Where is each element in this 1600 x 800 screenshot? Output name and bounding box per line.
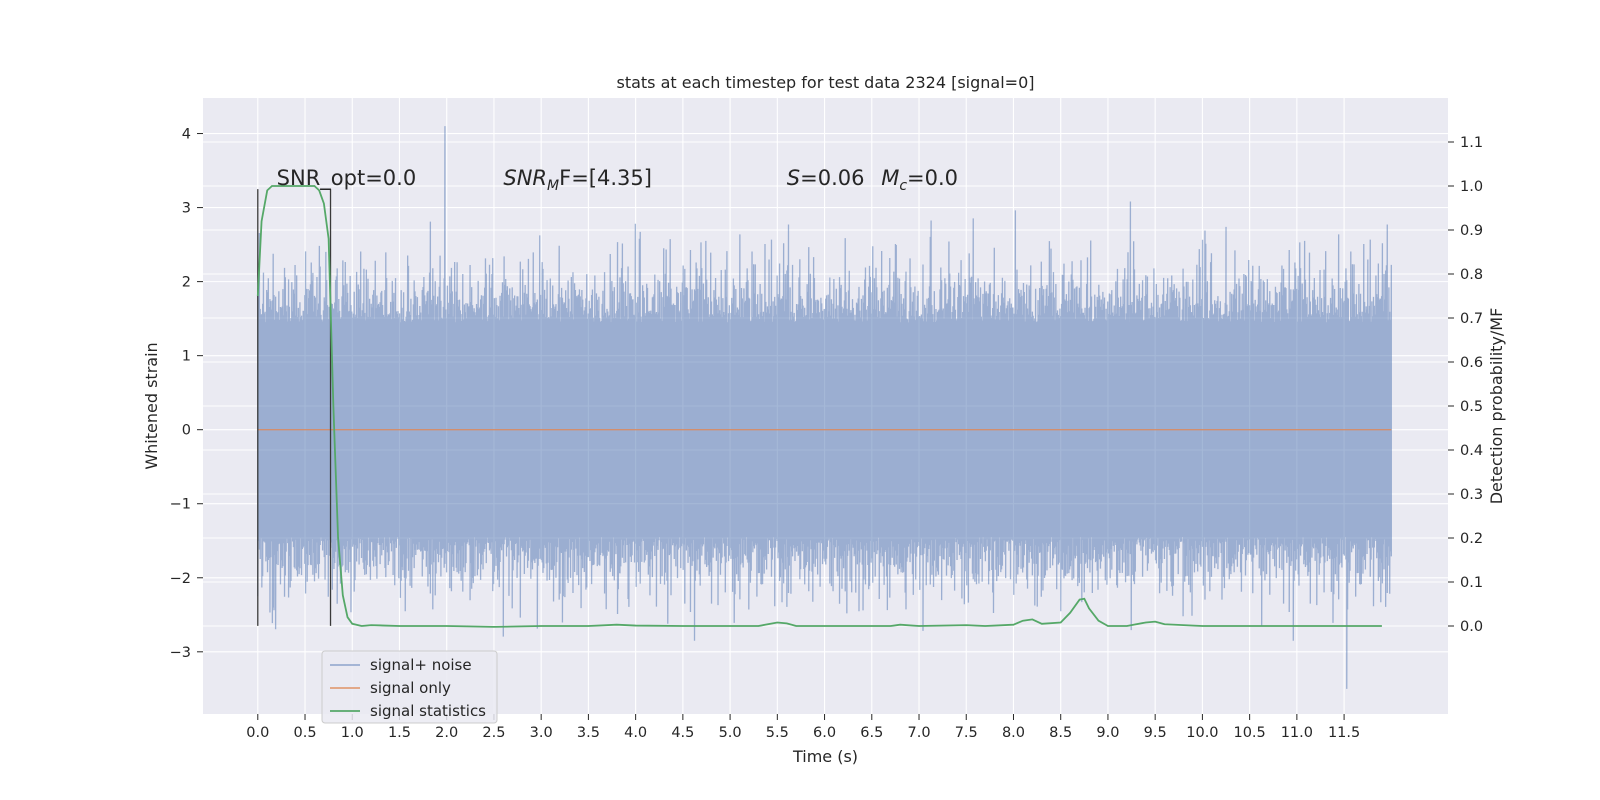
series-signal-statistics <box>256 185 1382 628</box>
y-left-axis-label: Whitened strain <box>142 342 161 469</box>
legend-label: signal only <box>370 679 451 697</box>
x-tick-label: 2.5 <box>482 725 505 741</box>
x-tick-label: 5.5 <box>766 725 789 741</box>
legend-label: signal+ noise <box>370 656 472 674</box>
y-right-tick-label: 0.0 <box>1460 619 1483 635</box>
y-right-tick-label: 1.0 <box>1460 179 1483 195</box>
y-right-axis-label: Detection probability/MF <box>1487 308 1506 505</box>
y-right-tick-label: 0.2 <box>1460 531 1483 547</box>
annotation-2: S=0.06 <box>787 166 865 190</box>
x-tick-label: 4.0 <box>624 725 647 741</box>
x-tick-label: 3.5 <box>577 725 600 741</box>
annotation-3: Mc=0.0 <box>881 166 958 194</box>
y-right-tick-label: 0.4 <box>1460 443 1483 459</box>
x-tick-label: 8.5 <box>1049 725 1072 741</box>
x-tick-label: 9.5 <box>1144 725 1167 741</box>
y-right-tick-label: 0.5 <box>1460 399 1483 415</box>
y-right-tick-label: 0.6 <box>1460 355 1483 371</box>
x-tick-label: 5.0 <box>719 725 742 741</box>
y-right-tick-label: 0.9 <box>1460 223 1483 239</box>
y-right-tick-label: 1.1 <box>1460 135 1483 151</box>
x-tick-label: 0.0 <box>246 725 269 741</box>
y-left-tick-label: 0 <box>182 423 191 439</box>
y-left-tick-label: −1 <box>170 497 191 513</box>
y-left-tick-label: 3 <box>182 201 191 217</box>
x-tick-label: 11.0 <box>1281 725 1313 741</box>
annotation-1: SNRMF=[4.35] <box>503 166 652 194</box>
y-right-tick-label: 0.1 <box>1460 575 1483 591</box>
y-left-tick-label: 2 <box>182 275 191 291</box>
y-left-tick-label: −2 <box>170 571 191 587</box>
y-right-tick-label: 0.3 <box>1460 487 1483 503</box>
x-tick-label: 6.5 <box>860 725 883 741</box>
x-tick-label: 9.0 <box>1096 725 1119 741</box>
legend <box>321 650 498 724</box>
x-tick-label: 2.0 <box>435 725 458 741</box>
x-tick-label: 3.0 <box>530 725 553 741</box>
annotation-0: SNR_opt=0.0 <box>277 166 417 191</box>
y-left-tick-label: 4 <box>182 127 191 143</box>
x-tick-label: 10.0 <box>1186 725 1218 741</box>
x-tick-label: 1.0 <box>341 725 364 741</box>
x-tick-label: 11.5 <box>1328 725 1360 741</box>
x-tick-label: 7.5 <box>955 725 978 741</box>
x-axis-label: Time (s) <box>792 747 858 766</box>
legend-label: signal statistics <box>370 702 486 720</box>
y-right-tick-label: 0.8 <box>1460 267 1483 283</box>
x-tick-label: 7.0 <box>907 725 930 741</box>
x-tick-label: 10.5 <box>1233 725 1265 741</box>
y-left-tick-label: 1 <box>182 349 191 365</box>
x-tick-label: 8.0 <box>1002 725 1025 741</box>
series-signal-plus-noise <box>257 126 1392 689</box>
x-tick-label: 4.5 <box>671 725 694 741</box>
chart-title: stats at each timestep for test data 232… <box>616 73 1034 92</box>
y-right-tick-label: 0.7 <box>1460 311 1483 327</box>
x-tick-label: 6.0 <box>813 725 836 741</box>
x-tick-label: 0.5 <box>293 725 316 741</box>
y-left-tick-label: −3 <box>170 645 191 661</box>
x-tick-label: 1.5 <box>388 725 411 741</box>
